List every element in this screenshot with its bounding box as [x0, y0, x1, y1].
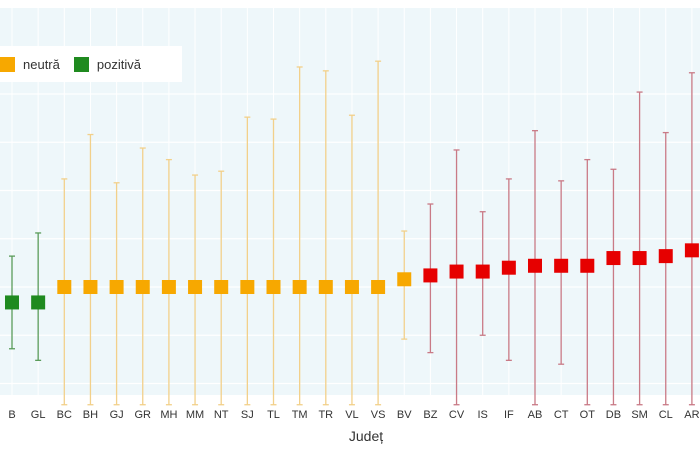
data-point [580, 258, 595, 273]
data-point [554, 258, 569, 273]
data-point [161, 280, 176, 294]
data-point [658, 249, 673, 264]
data-point [475, 264, 490, 279]
x-tick-label: CT [554, 409, 569, 421]
data-point [344, 280, 359, 294]
legend-swatch-neutra [0, 56, 15, 72]
data-point [501, 260, 516, 275]
data-point [371, 280, 386, 294]
x-tick-label: AR [684, 409, 699, 421]
legend-item-pozitiva[interactable]: pozitivă [73, 56, 141, 72]
x-tick-label: MH [160, 409, 177, 421]
data-point [632, 251, 647, 266]
data-point [31, 295, 46, 310]
data-point [684, 243, 699, 258]
data-point [188, 280, 203, 294]
data-point [109, 280, 124, 294]
data-point [292, 280, 307, 294]
data-point [397, 272, 412, 287]
x-axis-title: Județ [348, 428, 384, 444]
legend: neutră pozitivă [0, 46, 182, 82]
x-tick-label: TR [318, 409, 333, 421]
data-point [528, 258, 542, 273]
x-tick-label: VL [345, 409, 358, 421]
x-tick-label: IS [477, 409, 487, 421]
x-tick-label: OT [580, 409, 596, 421]
x-tick-label: SM [631, 409, 648, 421]
x-tick-label: TL [267, 409, 280, 421]
data-point [240, 280, 255, 294]
legend-swatch-pozitiva [73, 56, 89, 72]
data-point [5, 295, 19, 310]
data-point [318, 280, 333, 294]
legend-label-neutra: neutră [23, 56, 60, 72]
x-tick-label: CL [659, 409, 673, 421]
data-point [606, 251, 621, 266]
x-tick-label: NT [214, 409, 229, 421]
x-tick-label: AB [528, 409, 543, 421]
data-point [214, 280, 229, 294]
data-point [57, 280, 72, 294]
x-tick-label: GJ [110, 409, 124, 421]
x-tick-label: SJ [241, 409, 254, 421]
x-tick-label: GL [31, 409, 46, 421]
x-tick-label: DB [606, 409, 621, 421]
data-point [423, 268, 438, 283]
data-point [135, 280, 150, 294]
x-tick-label: BC [57, 409, 72, 421]
x-tick-label: VS [371, 409, 386, 421]
x-tick-label: MM [186, 409, 204, 421]
x-tick-label: GR [135, 409, 152, 421]
data-point [266, 280, 281, 294]
legend-item-neutra[interactable]: neutră [0, 56, 60, 72]
x-tick-label: BH [83, 409, 98, 421]
data-point [83, 280, 98, 294]
x-tick-label: BV [397, 409, 412, 421]
legend-label-pozitiva: pozitivă [96, 56, 141, 72]
x-tick-label: BZ [423, 409, 437, 421]
x-tick-label: B [8, 409, 15, 421]
x-tick-label: CV [449, 409, 465, 421]
x-tick-label: TM [292, 409, 308, 421]
x-tick-label: IF [504, 409, 514, 421]
data-point [449, 264, 464, 279]
